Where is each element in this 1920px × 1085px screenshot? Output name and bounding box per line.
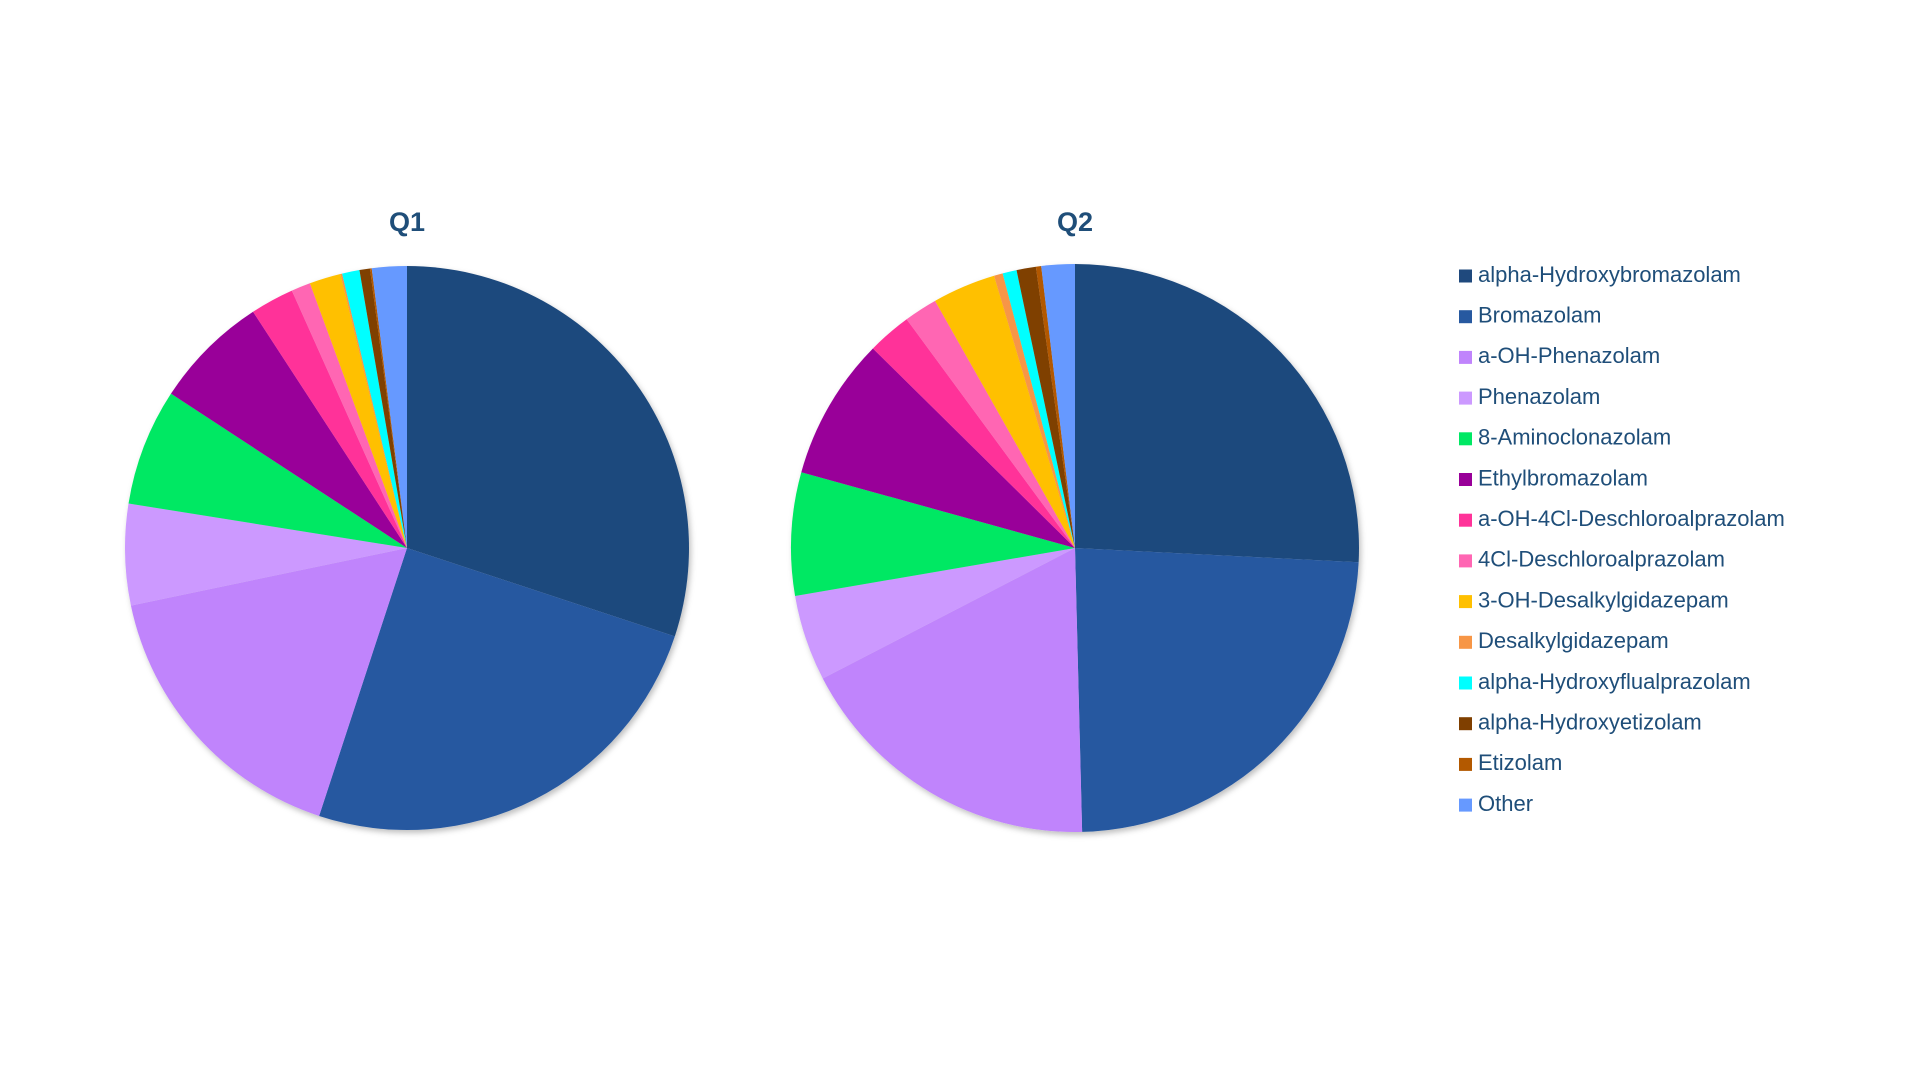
legend-swatch	[1459, 635, 1472, 649]
pie-slice	[1002, 270, 1075, 548]
chart-title: Q2	[1057, 207, 1093, 237]
pie-slice	[369, 268, 407, 548]
chart-title: Q1	[389, 207, 425, 237]
legend-label: alpha-Hydroxyetizolam	[1478, 710, 1702, 735]
legend-swatch	[1459, 391, 1472, 405]
legend-label: 8-Aminoclonazolam	[1478, 425, 1671, 450]
legend-swatch	[1459, 757, 1472, 771]
pie-slice	[1041, 264, 1075, 548]
pie-slice	[130, 548, 407, 816]
legend-label: 3-OH-Desalkylgidazepam	[1478, 587, 1729, 612]
legend-label: a-OH-Phenazolam	[1478, 343, 1660, 368]
pie-slice	[309, 273, 407, 548]
pie-slice	[872, 319, 1075, 548]
pie-slice	[342, 270, 407, 548]
legend-swatch	[1459, 798, 1472, 812]
pie-slice	[822, 548, 1083, 833]
legend-label: alpha-Hydroxybromazolam	[1478, 262, 1741, 287]
pie	[791, 264, 1359, 833]
pie-slice	[795, 548, 1075, 679]
pie-slice	[371, 266, 407, 548]
legend-label: 4Cl-Deschloroalprazolam	[1478, 547, 1725, 572]
pie-slice	[170, 311, 407, 548]
legend-label: Etizolam	[1478, 750, 1562, 775]
pie-slice	[791, 472, 1075, 596]
pie-slice	[994, 273, 1075, 548]
legend-swatch	[1459, 350, 1472, 364]
legend-swatch	[1459, 595, 1472, 609]
pie-slice	[128, 393, 407, 548]
legend-swatch	[1459, 432, 1472, 446]
legend-label: Desalkylgidazepam	[1478, 628, 1669, 653]
pie-slice	[124, 503, 407, 606]
legend-label: Phenazolam	[1478, 384, 1600, 409]
legend-swatch	[1459, 554, 1472, 568]
pie-slice	[1016, 266, 1075, 548]
pie-slice	[319, 548, 675, 830]
pie-slice	[407, 266, 689, 637]
legend-swatch	[1459, 513, 1472, 527]
pie-slice	[935, 275, 1075, 548]
pie-slice	[359, 268, 407, 548]
legend-swatch	[1459, 269, 1472, 283]
pie	[124, 266, 689, 830]
legend-label: Bromazolam	[1478, 303, 1601, 328]
legend-label: Ethylbromazolam	[1478, 465, 1648, 490]
pie-slice	[340, 273, 407, 548]
legend-label: a-OH-4Cl-Deschloroalprazolam	[1478, 506, 1785, 531]
pie-slice	[906, 300, 1075, 548]
legend-swatch	[1459, 717, 1472, 731]
pie-slice	[801, 348, 1075, 548]
pie-slice	[1075, 548, 1359, 832]
legend-label: Other	[1478, 791, 1533, 816]
pie-slice	[1035, 266, 1075, 548]
pie-slice	[253, 290, 407, 548]
legend: alpha-Hydroxybromazolam Bromazolam a-OH-Ph…	[1459, 262, 1785, 816]
legend-label: alpha-Hydroxyflualprazolam	[1478, 669, 1751, 694]
pie-slice	[1075, 264, 1359, 563]
legend-swatch	[1459, 473, 1472, 486]
legend-swatch	[1459, 676, 1472, 690]
pie-slice	[291, 283, 407, 548]
legend-swatch	[1459, 310, 1472, 324]
